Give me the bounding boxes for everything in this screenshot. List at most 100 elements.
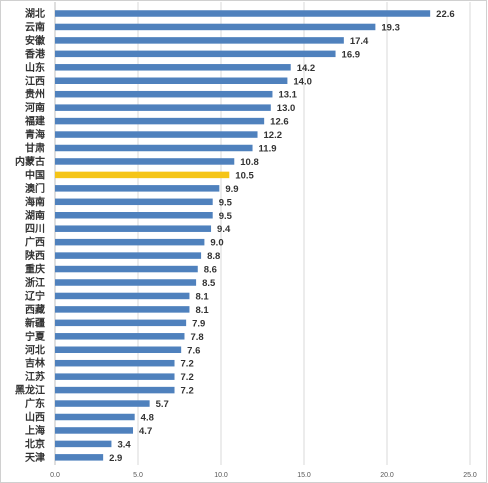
value-label: 9.9 [225,184,238,195]
category-label: 重庆 [25,263,45,276]
value-label: 14.0 [293,76,312,87]
bar [55,400,150,407]
value-label: 7.2 [181,359,194,370]
value-label: 12.6 [270,117,289,128]
bar [55,37,344,44]
value-label: 8.1 [195,305,209,316]
bar [55,292,190,300]
value-label: 9.5 [219,197,233,208]
value-label: 9.4 [217,224,231,235]
value-label: 9.0 [210,238,223,249]
bar [55,440,112,448]
value-label: 11.9 [259,144,277,155]
value-label: 10.8 [240,157,259,168]
value-label: 8.6 [204,265,217,276]
bar [55,144,253,152]
value-label: 8.8 [207,251,220,262]
x-tick-label: 10.0 [214,472,228,479]
bar [55,279,197,286]
bar [55,319,187,327]
bar [55,117,265,125]
category-label: 黑龙江 [15,384,45,397]
value-label: 8.5 [202,278,216,289]
value-label: 2.9 [109,453,122,464]
value-label: 4.7 [139,426,152,437]
x-tick-label: 25.0 [463,472,477,479]
category-label: 宁夏 [25,330,46,343]
bar [55,104,271,111]
bar [55,225,212,232]
value-label: 7.2 [181,386,194,397]
value-label: 14.2 [297,63,316,74]
bar [55,77,288,84]
bar [55,252,202,259]
category-label: 山西 [25,411,45,424]
value-label: 7.2 [181,372,194,383]
category-label: 青海 [25,128,45,141]
bar [55,454,104,461]
category-label: 安徽 [25,34,46,47]
value-label: 12.2 [264,130,283,141]
value-label: 13.0 [277,103,296,114]
bar [55,158,235,165]
value-label: 8.1 [195,291,209,302]
value-label: 7.8 [190,332,203,343]
bar [55,185,220,192]
bar [55,386,175,394]
x-tick-label: 20.0 [380,472,394,479]
category-label: 吉林 [25,357,46,370]
x-tick-label: 15.0 [297,472,311,479]
category-label: 江西 [25,74,45,87]
bar [55,306,190,313]
category-label: 中国 [25,168,45,181]
category-label: 甘肃 [25,142,45,155]
category-label: 河南 [25,101,45,114]
value-label: 3.4 [117,439,131,450]
bar [55,64,291,71]
category-label: 海南 [25,195,45,208]
bar [55,346,182,353]
category-label: 江苏 [25,370,45,383]
category-label: 北京 [25,437,45,450]
category-label: 云南 [25,20,45,33]
value-label: 16.9 [342,49,361,60]
value-label: 10.5 [235,170,254,181]
category-label: 湖北 [25,7,45,20]
bar [55,131,258,138]
value-label: 5.7 [156,399,169,410]
bar [55,50,336,58]
bar [55,265,198,273]
bar [55,10,431,17]
category-label: 贵州 [25,88,45,101]
category-label: 陕西 [25,249,45,262]
x-tick-label: 0.0 [50,472,60,479]
value-label: 13.1 [278,90,297,101]
bar [55,23,376,31]
bar [55,90,273,98]
bar [55,333,185,340]
category-label: 香港 [25,47,46,60]
bar [55,373,175,380]
bar [55,427,134,434]
value-label: 9.5 [219,211,233,222]
category-label: 湖南 [25,209,45,222]
value-label: 17.4 [350,36,369,47]
bar-highlight [55,171,230,179]
category-label: 四川 [25,223,45,235]
category-label: 河北 [25,343,45,356]
bar [55,212,213,219]
value-label: 7.6 [187,345,200,356]
category-label: 西藏 [25,303,45,316]
value-label: 7.9 [192,318,205,329]
bar [55,359,175,367]
category-label: 山东 [25,61,45,74]
bar [55,413,135,421]
x-tick-label: 5.0 [133,472,143,479]
bar [55,198,213,206]
category-label: 福建 [24,115,46,128]
category-label: 辽宁 [25,289,45,302]
value-label: 4.8 [141,413,154,424]
category-label: 广东 [25,397,45,410]
